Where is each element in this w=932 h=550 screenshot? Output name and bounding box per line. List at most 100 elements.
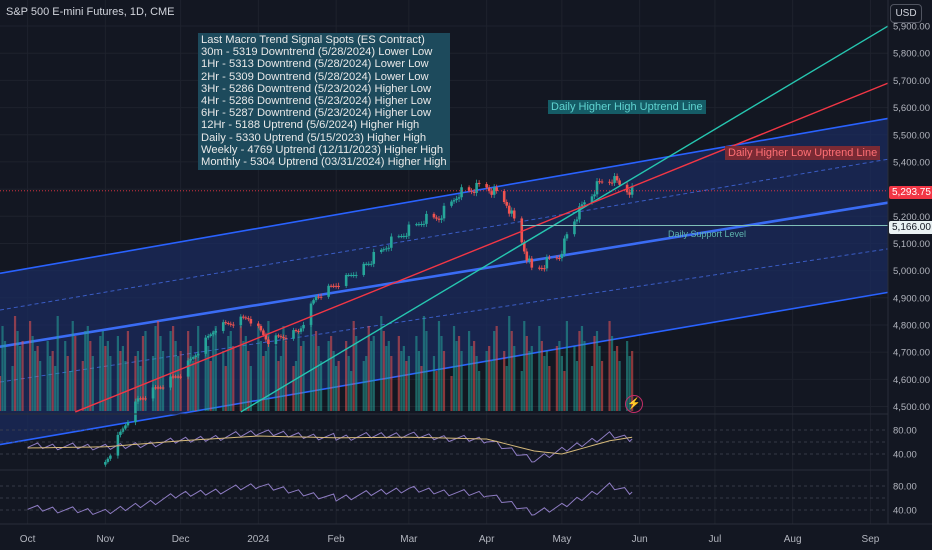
y-tick-label: 5,700.00 (893, 76, 930, 87)
candle-body (400, 236, 403, 238)
trend-lines (0, 25, 889, 413)
candle-body (344, 274, 348, 286)
volume-bar (417, 351, 421, 411)
volume-bar (385, 346, 388, 411)
volume-bar (299, 346, 303, 411)
volume-bar (274, 346, 278, 411)
candle-body (334, 285, 338, 287)
volume-bar (204, 351, 207, 411)
candle-body (119, 431, 122, 435)
volume-bar (525, 336, 528, 411)
volume-bar (154, 326, 157, 411)
candle-body (558, 257, 561, 259)
candle-body (169, 376, 172, 388)
volume-bar (31, 336, 34, 411)
volume-bar (347, 356, 350, 411)
candle-body (405, 235, 408, 237)
volume-bar (362, 361, 365, 411)
volume-bar (139, 366, 142, 411)
candle-body (595, 181, 599, 195)
volume-bar (159, 336, 162, 411)
volume-bar (16, 331, 19, 411)
candle-body (598, 181, 601, 183)
currency-button[interactable]: USD (890, 4, 922, 23)
volume-bar (161, 351, 165, 411)
volume-bar (106, 341, 109, 411)
signal-title: Last Macro Trend Signal Spots (ES Contra… (201, 34, 425, 46)
candle-body (226, 322, 230, 324)
candle-body (495, 187, 498, 192)
candle-body (126, 422, 130, 426)
candle-body (613, 176, 616, 183)
volume-bar (467, 331, 471, 411)
candle-body (221, 322, 225, 331)
volume-bar (194, 356, 197, 411)
signal-line: Daily - 5330 Uptrend (5/15/2023) Higher … (201, 131, 427, 144)
signal-line: 2Hr - 5309 Downtrend (5/28/2024) Lower L… (201, 70, 429, 83)
volume-bar (337, 361, 340, 411)
candle-body (154, 387, 157, 389)
volume-bar (478, 371, 481, 411)
volume-bar (314, 331, 318, 411)
volume-bar (435, 371, 438, 411)
volume-bar (397, 336, 400, 411)
volume-bar (279, 356, 283, 411)
osc-tick-label: 80.00 (893, 482, 917, 493)
candle-body (560, 253, 564, 259)
volume-bar (415, 336, 418, 411)
candle-body (470, 190, 473, 192)
candle-body (327, 285, 330, 297)
rsi-series-line (27, 429, 633, 463)
volume-bar (229, 331, 232, 411)
candle-body (284, 337, 288, 339)
candle-body (512, 210, 516, 219)
volume-bar (440, 336, 443, 411)
volume-bar (259, 341, 262, 411)
lightning-icon[interactable]: ⚡ (625, 395, 643, 413)
y-tick-label: 5,500.00 (893, 130, 930, 141)
y-tick-label: 4,700.00 (893, 348, 930, 359)
volume-bar (64, 341, 67, 411)
volume-bar (538, 326, 541, 411)
volume-bar (457, 336, 461, 411)
candle-body (615, 176, 619, 181)
candle-body (297, 330, 300, 332)
volume-bar (365, 356, 368, 411)
volume-bar (575, 361, 579, 411)
candle-body (144, 398, 147, 400)
candle-body (124, 425, 127, 429)
volume-bar (46, 341, 49, 411)
volume-bar (473, 341, 476, 411)
volume-bar (470, 346, 473, 411)
candle-body (174, 376, 177, 378)
candle-body (425, 213, 428, 224)
candle-body (347, 274, 350, 276)
volume-bar (631, 351, 634, 411)
signal-line: 30m - 5319 Downtrend (5/28/2024) Lower L… (201, 46, 433, 59)
volume-bar (292, 366, 295, 411)
candle-body (196, 353, 200, 356)
candle-body (487, 187, 491, 192)
candle-body (420, 224, 423, 226)
candle-body (242, 316, 245, 318)
candle-body (490, 191, 493, 195)
support-price-tag: 5,166.00 (889, 221, 932, 234)
candle-body (502, 191, 506, 203)
volume-bar (49, 356, 52, 411)
candle-body (390, 236, 393, 248)
volume-bar (583, 341, 586, 411)
volume-bar (520, 371, 523, 411)
volume-bar (595, 331, 599, 411)
volume-bar (312, 336, 315, 411)
candle-body (510, 210, 514, 214)
volume-bar (151, 356, 155, 411)
volume-bar (171, 326, 175, 411)
volume-bar (350, 371, 353, 411)
volume-bar (284, 341, 288, 411)
volume-bar (450, 376, 453, 411)
channel-fill (0, 118, 888, 445)
volume-bar (615, 346, 619, 411)
volume-bar (21, 341, 24, 411)
x-tick-label: Dec (172, 534, 190, 545)
